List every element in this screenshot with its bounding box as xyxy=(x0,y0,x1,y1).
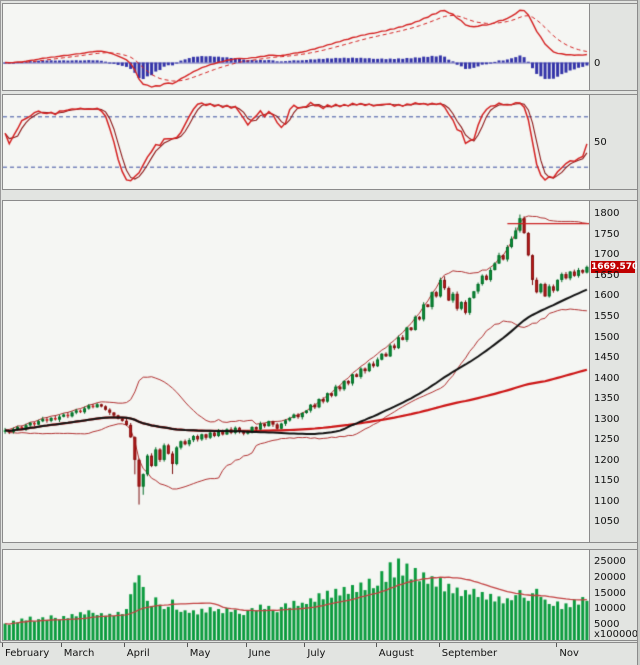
axis-divider-line xyxy=(590,94,637,95)
price-tick-label: 1450 xyxy=(594,352,620,364)
right-price-axis: 1669.570 x100000 1800 1750 1700 1650 1600 155… xyxy=(590,0,639,642)
price-tick-label: 1650 xyxy=(594,269,620,281)
price-tick-label: 1750 xyxy=(594,228,620,240)
month-label: April xyxy=(126,648,150,659)
month-tick xyxy=(245,643,247,647)
price-tick-label: 1700 xyxy=(594,249,620,261)
volume-multiplier-label: x100000 xyxy=(594,629,639,640)
axis-divider-line xyxy=(590,189,637,190)
price-panel xyxy=(2,200,590,543)
axis-divider-line xyxy=(590,200,637,201)
volume-tick-label: 20000 xyxy=(594,571,626,583)
volume-tick-label: 10000 xyxy=(594,603,626,615)
axis-divider-line xyxy=(590,90,637,91)
month-tick xyxy=(375,643,377,647)
month-label: June xyxy=(248,648,271,659)
window-right-edge xyxy=(637,0,640,665)
axis-divider-line xyxy=(590,3,637,4)
volume-tick-label: 15000 xyxy=(594,587,626,599)
price-tick-label: 1800 xyxy=(594,208,620,220)
price-tick-label: 1050 xyxy=(594,516,620,528)
month-label: May xyxy=(189,648,211,659)
price-tick-label: 1600 xyxy=(594,290,620,302)
month-label: August xyxy=(378,648,414,659)
price-tick-label: 1500 xyxy=(594,331,620,343)
month-tick xyxy=(2,643,3,647)
month-label: Nov xyxy=(559,648,579,659)
macd-zero-label: 0 xyxy=(594,57,601,69)
axis-divider-line xyxy=(590,640,637,641)
price-tick-label: 1100 xyxy=(594,495,620,507)
month-tick xyxy=(123,643,125,647)
axis-divider-line xyxy=(590,549,637,550)
macd-panel xyxy=(2,3,590,91)
month-label: September xyxy=(441,648,498,659)
month-tick xyxy=(60,643,62,647)
price-tick-label: 1200 xyxy=(594,454,620,466)
price-tick-label: 1550 xyxy=(594,311,620,323)
macd-plot-canvas[interactable] xyxy=(3,4,589,90)
last-price-label: 1669.570 xyxy=(591,260,639,273)
price-tick-label: 1350 xyxy=(594,393,620,405)
month-tick xyxy=(186,643,188,647)
volume-tick-label: 5000 xyxy=(594,619,620,631)
price-tick-label: 1250 xyxy=(594,434,620,446)
time-axis: February March April May June July August Septe… xyxy=(0,642,637,665)
price-tick-label: 1300 xyxy=(594,413,620,425)
month-label: February xyxy=(5,648,50,659)
volume-plot-canvas[interactable] xyxy=(3,550,589,640)
volume-tick-label: 25000 xyxy=(594,556,626,568)
candlestick-plot-canvas[interactable] xyxy=(3,201,589,542)
month-tick xyxy=(438,643,440,647)
stochastic-panel xyxy=(2,94,590,190)
price-tick-label: 1150 xyxy=(594,475,620,487)
month-tick xyxy=(556,643,558,647)
stochastic-plot-canvas[interactable] xyxy=(3,95,589,189)
month-label: March xyxy=(63,648,95,659)
month-tick xyxy=(304,643,306,647)
month-label: July xyxy=(307,648,326,659)
stochastic-mid-label: 50 xyxy=(594,137,607,148)
volume-panel xyxy=(2,549,590,641)
axis-divider-line xyxy=(590,542,637,543)
price-tick-label: 1400 xyxy=(594,372,620,384)
